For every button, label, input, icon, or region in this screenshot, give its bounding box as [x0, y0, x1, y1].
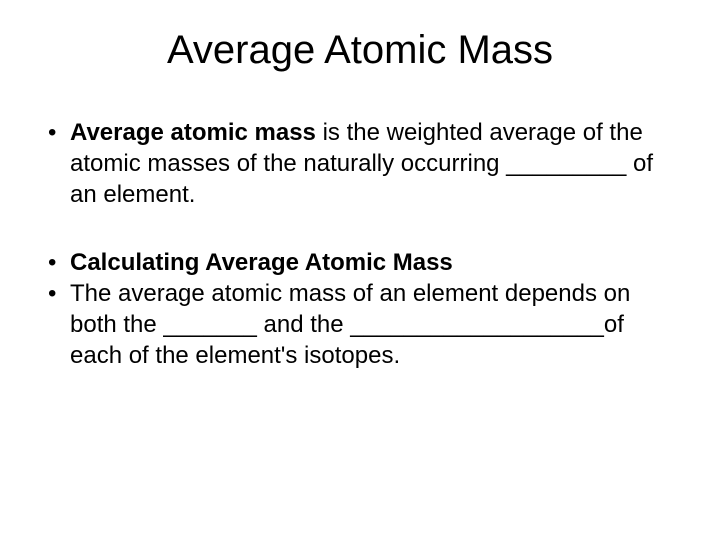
bullet-text: Average atomic mass is the weighted aver…	[70, 117, 672, 211]
bold-lead: Average atomic mass	[70, 119, 316, 146]
bullet-block-2: • Calculating Average Atomic Mass • The …	[48, 247, 672, 372]
bullet-icon: •	[48, 117, 70, 148]
bullet-icon: •	[48, 247, 70, 278]
body-text: The average atomic mass of an element de…	[70, 278, 672, 372]
slide-title: Average Atomic Mass	[48, 28, 672, 73]
bullet-heading: Calculating Average Atomic Mass	[70, 247, 672, 278]
bullet-icon: •	[48, 278, 70, 309]
bullet-item: • The average atomic mass of an element …	[48, 278, 672, 372]
bullet-block-1: • Average atomic mass is the weighted av…	[48, 117, 672, 211]
bullet-item: • Calculating Average Atomic Mass	[48, 247, 672, 278]
bullet-item: • Average atomic mass is the weighted av…	[48, 117, 672, 211]
